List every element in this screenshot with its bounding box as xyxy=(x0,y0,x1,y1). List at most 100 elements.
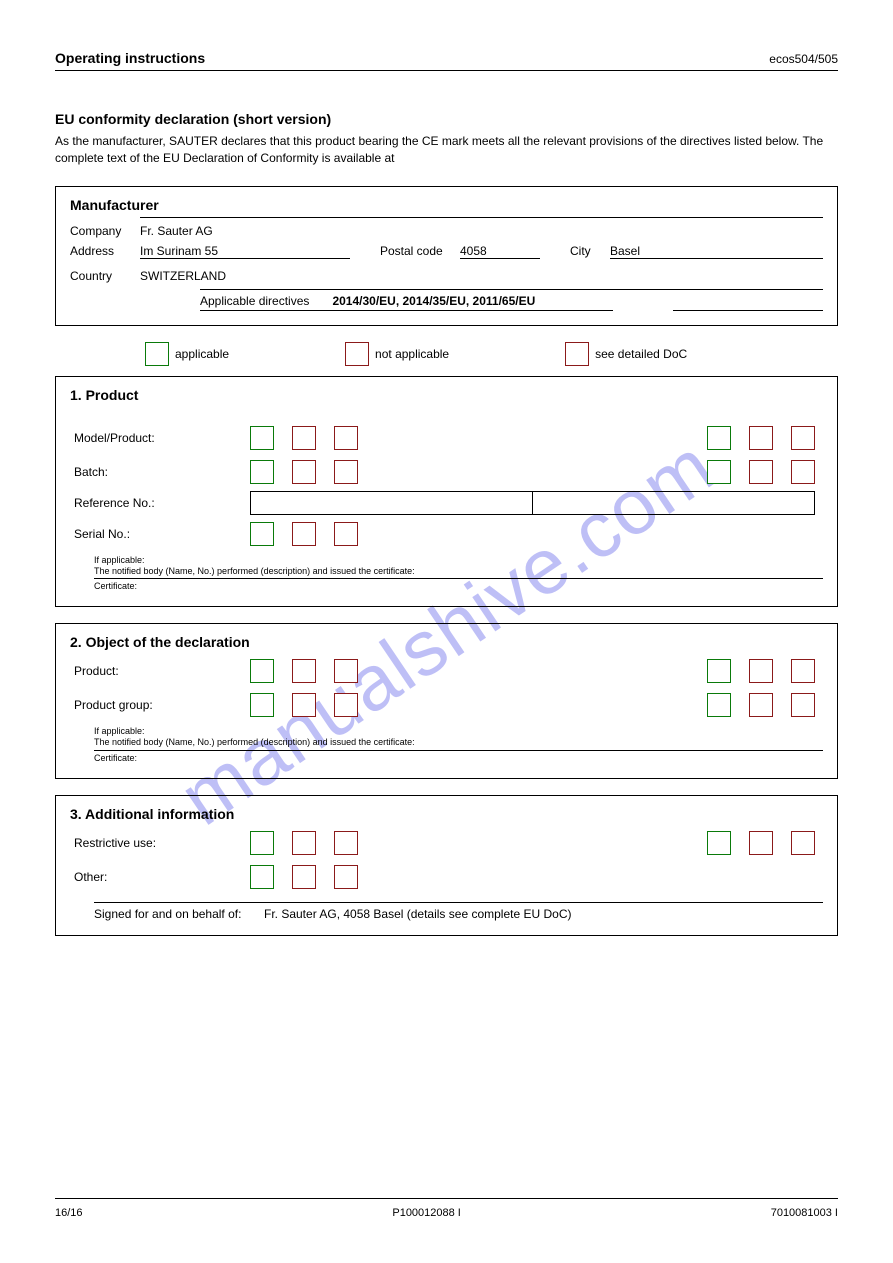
row-reference: Reference No.: xyxy=(70,489,823,517)
row-other: Other: xyxy=(70,860,823,894)
checkbox-red-icon[interactable] xyxy=(749,693,773,717)
postal-underline xyxy=(460,258,540,259)
manufacturer-hr1 xyxy=(140,217,823,218)
checkbox-green-icon[interactable] xyxy=(707,426,731,450)
checkbox-red-icon[interactable] xyxy=(292,426,316,450)
row-batch-right-group xyxy=(707,460,823,484)
cond-line2: Certificate: xyxy=(94,581,823,592)
country-value: SWITZERLAND xyxy=(140,269,260,283)
cond-hr xyxy=(94,578,823,579)
footer-docnum-1: P100012088 I xyxy=(392,1207,461,1219)
page-footer: 16/16 P100012088 I 7010081003 I xyxy=(55,1207,838,1219)
checkbox-red-icon[interactable] xyxy=(292,865,316,889)
checkbox-green-icon[interactable] xyxy=(707,693,731,717)
checkbox-red-icon[interactable] xyxy=(334,426,358,450)
checkbox-red-icon[interactable] xyxy=(749,460,773,484)
row-other-label: Other: xyxy=(70,870,250,884)
checkbox-green-icon[interactable] xyxy=(707,460,731,484)
checkbox-green-icon[interactable] xyxy=(250,865,274,889)
checkbox-green-icon[interactable] xyxy=(250,831,274,855)
cond-line1: The notified body (Name, No.) performed … xyxy=(94,737,823,748)
checkbox-red-icon[interactable] xyxy=(334,865,358,889)
city-underline xyxy=(610,258,823,259)
manufacturer-box: Manufacturer Company Fr. Sauter AG Addre… xyxy=(55,186,838,326)
intro-body: As the manufacturer, SAUTER declares tha… xyxy=(55,133,838,168)
checkbox-red-icon[interactable] xyxy=(791,831,815,855)
checkbox-red-icon[interactable] xyxy=(791,693,815,717)
row-product: Product: xyxy=(70,654,823,688)
row-model-left-group xyxy=(250,426,358,450)
checkbox-red-icon[interactable] xyxy=(791,659,815,683)
checkbox-red-icon[interactable] xyxy=(292,522,316,546)
legend-row: applicable not applicable see detailed D… xyxy=(145,342,838,366)
row-reference-label: Reference No.: xyxy=(70,496,250,510)
checkbox-red-icon[interactable] xyxy=(292,460,316,484)
cond-label: If applicable: xyxy=(94,555,823,566)
checkbox-red-icon[interactable] xyxy=(292,659,316,683)
postal-value: 4058 xyxy=(460,244,540,258)
row-batch-left-group xyxy=(250,460,358,484)
row-restrictive-left-group xyxy=(250,831,358,855)
checkbox-red-icon[interactable] xyxy=(791,460,815,484)
checkbox-green-icon[interactable] xyxy=(250,693,274,717)
directives-value: 2014/30/EU, 2014/35/EU, 2011/65/EU xyxy=(332,294,535,308)
signed-value: Fr. Sauter AG, 4058 Basel (details see c… xyxy=(264,907,571,921)
checkbox-red-icon[interactable] xyxy=(334,522,358,546)
checkbox-red-icon[interactable] xyxy=(334,460,358,484)
legend-see-doc: see detailed DoC xyxy=(565,342,687,366)
footer-divider xyxy=(55,1198,838,1199)
checkbox-red-icon[interactable] xyxy=(292,693,316,717)
checkbox-red-icon[interactable] xyxy=(749,659,773,683)
row-other-left-group xyxy=(250,865,358,889)
row-batch-label: Batch: xyxy=(70,465,250,479)
checkbox-green-icon[interactable] xyxy=(707,831,731,855)
row-serial: Serial No.: xyxy=(70,517,823,551)
directives-label: Applicable directives xyxy=(200,294,309,308)
checkbox-green-icon[interactable] xyxy=(250,426,274,450)
manufacturer-heading: Manufacturer xyxy=(70,197,823,213)
cond-line1: The notified body (Name, No.) performed … xyxy=(94,566,823,577)
section-object-title: 2. Object of the declaration xyxy=(70,634,823,650)
checkbox-green-icon[interactable] xyxy=(707,659,731,683)
row-productgroup-right-group xyxy=(707,693,823,717)
checkbox-red-icon[interactable] xyxy=(791,426,815,450)
company-value: Fr. Sauter AG xyxy=(140,224,213,238)
cond-hr xyxy=(94,750,823,751)
section-product-title: 1. Product xyxy=(70,387,823,403)
section-product-box: 1. Product Model/Product: Batch: Referen… xyxy=(55,376,838,607)
directives-row: Applicable directives 2014/30/EU, 2014/3… xyxy=(70,289,823,311)
address-label: Address xyxy=(70,244,140,258)
reference-input-2[interactable] xyxy=(533,491,815,515)
address-cell: Im Surinam 55 xyxy=(140,244,350,259)
checkbox-red-icon[interactable] xyxy=(334,659,358,683)
checkbox-green-icon[interactable] xyxy=(250,659,274,683)
legend-applicable: applicable xyxy=(145,342,229,366)
row-product-right-group xyxy=(707,659,823,683)
row-serial-left-group xyxy=(250,522,358,546)
checkbox-red-icon[interactable] xyxy=(749,426,773,450)
section-object-box: 2. Object of the declaration Product: Pr… xyxy=(55,623,838,778)
checkbox-red-icon xyxy=(565,342,589,366)
address-value: Im Surinam 55 xyxy=(140,244,350,258)
intro-title: EU conformity declaration (short version… xyxy=(55,111,838,127)
row-reference-inputs xyxy=(250,491,823,515)
checkbox-green-icon[interactable] xyxy=(250,522,274,546)
signed-block: Signed for and on behalf of: Fr. Sauter … xyxy=(94,902,823,921)
checkbox-red-icon[interactable] xyxy=(334,831,358,855)
cond-label: If applicable: xyxy=(94,726,823,737)
address-underline xyxy=(140,258,350,259)
footer-docnum-2: 7010081003 I xyxy=(771,1207,838,1219)
checkbox-red-icon[interactable] xyxy=(749,831,773,855)
legend-see-doc-label: see detailed DoC xyxy=(595,347,687,361)
signed-hr xyxy=(94,902,823,903)
reference-input-1[interactable] xyxy=(250,491,533,515)
checkbox-green-icon[interactable] xyxy=(250,460,274,484)
row-productgroup: Product group: xyxy=(70,688,823,722)
legend-not-applicable-label: not applicable xyxy=(375,347,449,361)
row-model: Model/Product: xyxy=(70,421,823,455)
checkbox-red-icon[interactable] xyxy=(292,831,316,855)
section-additional-title: 3. Additional information xyxy=(70,806,823,822)
checkbox-red-icon[interactable] xyxy=(334,693,358,717)
row-product-label: Product: xyxy=(70,664,250,678)
header-product: ecos504/505 xyxy=(769,52,838,66)
